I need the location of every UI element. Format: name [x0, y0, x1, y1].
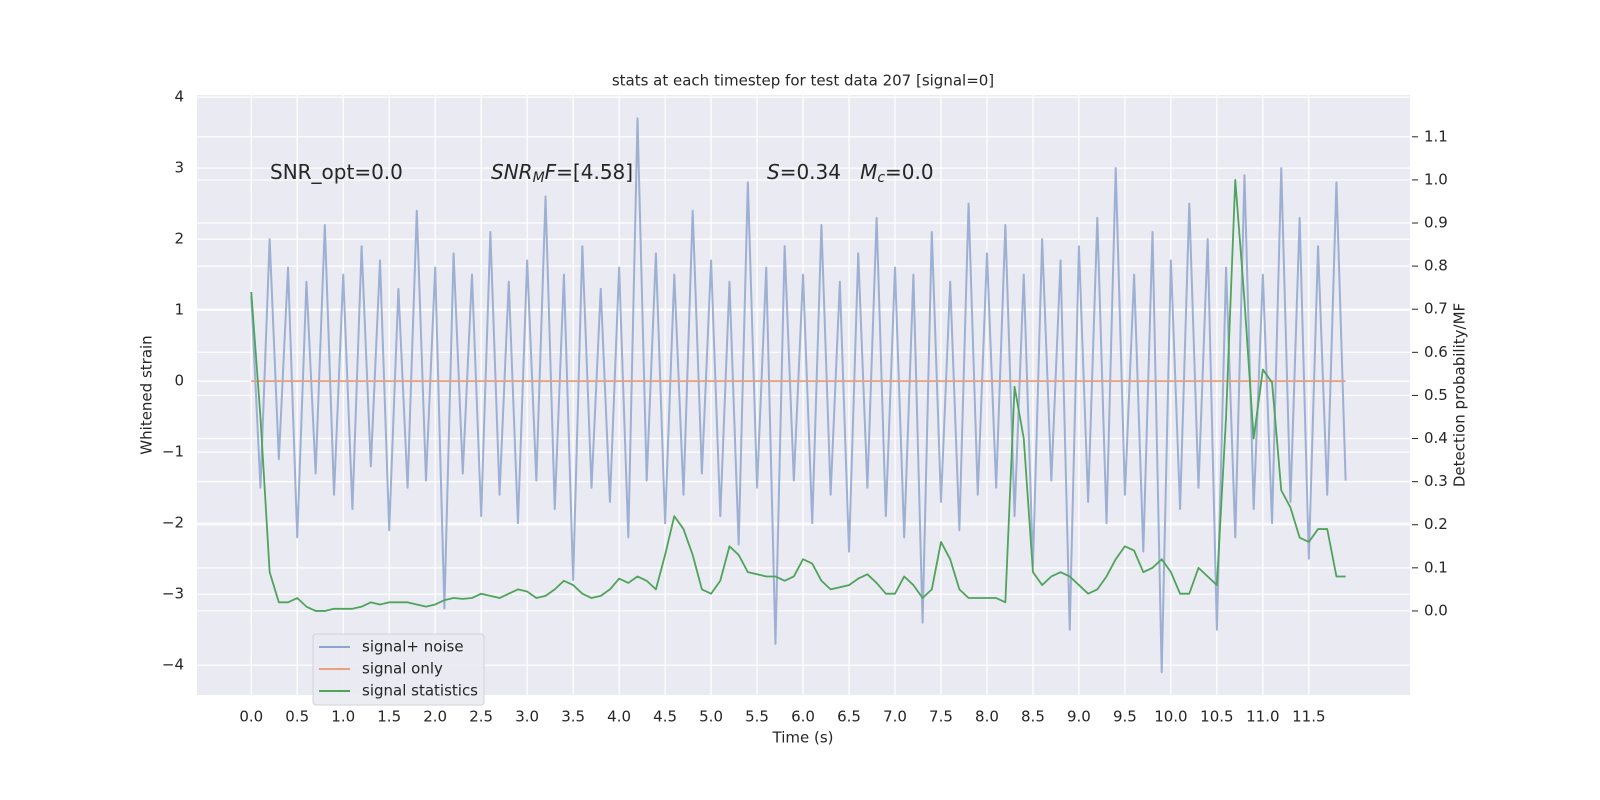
- x-tick-label: 9.5: [1113, 708, 1137, 726]
- annotation-part: =0.34: [780, 160, 860, 184]
- x-tick-label: 10.5: [1200, 708, 1233, 726]
- x-tick-label: 8.0: [975, 708, 999, 726]
- x-tick-label: 4.0: [607, 708, 631, 726]
- y-tick-label: 3: [174, 159, 184, 177]
- x-tick-label: 8.5: [1021, 708, 1045, 726]
- y2-tick-label: 0.9: [1424, 214, 1448, 232]
- x-tick-label: 5.0: [699, 708, 723, 726]
- x-tick-label: 2.5: [469, 708, 493, 726]
- y2-tick-label: 0.1: [1424, 558, 1448, 576]
- annotation: S=0.34 Mc=0.0: [767, 160, 934, 187]
- x-tick-label: 4.5: [653, 708, 677, 726]
- annotation-part: F: [545, 160, 557, 184]
- annotation: SNRMF=[4.58]: [491, 160, 633, 187]
- y2-tick-label: 0.8: [1424, 257, 1448, 275]
- annotation-part: S: [767, 160, 780, 184]
- series-line: [250, 179, 1346, 612]
- x-tick-label: 9.0: [1067, 708, 1091, 726]
- legend-label: signal only: [362, 660, 443, 678]
- y2-tick-label: 0.3: [1424, 472, 1448, 490]
- y2-axis-label: Detection probability/MF: [1451, 303, 1469, 487]
- y-axis-label: Whitened strain: [138, 335, 156, 454]
- y-tick-label: 0: [174, 372, 184, 390]
- x-axis-label: Time (s): [772, 729, 834, 747]
- x-tick-label: 1.0: [331, 708, 355, 726]
- x-tick-label: 3.0: [515, 708, 539, 726]
- y2-tick-label: 1.0: [1424, 170, 1448, 188]
- annotation-part: SNR: [491, 160, 533, 184]
- y-tick-label: −4: [162, 656, 184, 674]
- y2-tick-label: 0.5: [1424, 386, 1448, 404]
- x-tick-label: 0.5: [285, 708, 309, 726]
- y-tick-label: −1: [162, 443, 184, 461]
- x-tick-label: 7.0: [883, 708, 907, 726]
- chart-title: stats at each timestep for test data 207…: [612, 72, 994, 90]
- y2-tick-label: 1.1: [1424, 127, 1448, 145]
- y2-tick-label: 0.0: [1424, 601, 1448, 619]
- legend-label: signal+ noise: [362, 638, 464, 656]
- legend-label: signal statistics: [362, 682, 478, 700]
- x-tick-label: 6.5: [837, 708, 861, 726]
- annotation-part: SNR_opt=0.0: [270, 160, 403, 184]
- y-tick-label: −3: [162, 585, 184, 603]
- y-tick-label: 4: [174, 88, 184, 106]
- x-tick-label: 1.5: [377, 708, 401, 726]
- y-tick-label: −2: [162, 514, 184, 532]
- series-line: [250, 117, 1347, 674]
- annotation-part: M: [860, 160, 877, 184]
- x-tick-label: 10.0: [1154, 708, 1187, 726]
- legend: signal+ noise signal only signal statistic…: [312, 633, 485, 706]
- x-tick-label: 5.5: [745, 708, 769, 726]
- x-tick-label: 6.0: [791, 708, 815, 726]
- y2-tick-label: 0.6: [1424, 343, 1448, 361]
- x-tick-label: 2.0: [423, 708, 447, 726]
- x-tick-label: 11.5: [1292, 708, 1325, 726]
- y2-tick-label: 0.2: [1424, 515, 1448, 533]
- legend-box: [312, 633, 485, 706]
- annotation-part: M: [533, 170, 545, 186]
- x-tick-label: 7.5: [929, 708, 953, 726]
- annotation: SNR_opt=0.0: [270, 160, 403, 184]
- annotation-part: =[4.58]: [556, 160, 633, 184]
- y-tick-label: 1: [174, 301, 184, 319]
- y2-tick-label: 0.4: [1424, 429, 1448, 447]
- x-tick-label: 11.0: [1246, 708, 1279, 726]
- x-tick-label: 3.5: [561, 708, 585, 726]
- y2-tick-label: 0.7: [1424, 300, 1448, 318]
- annotation-part: c: [877, 170, 885, 186]
- annotation-part: =0.0: [885, 160, 934, 184]
- y-tick-label: 2: [174, 230, 184, 248]
- x-tick-label: 0.0: [239, 708, 263, 726]
